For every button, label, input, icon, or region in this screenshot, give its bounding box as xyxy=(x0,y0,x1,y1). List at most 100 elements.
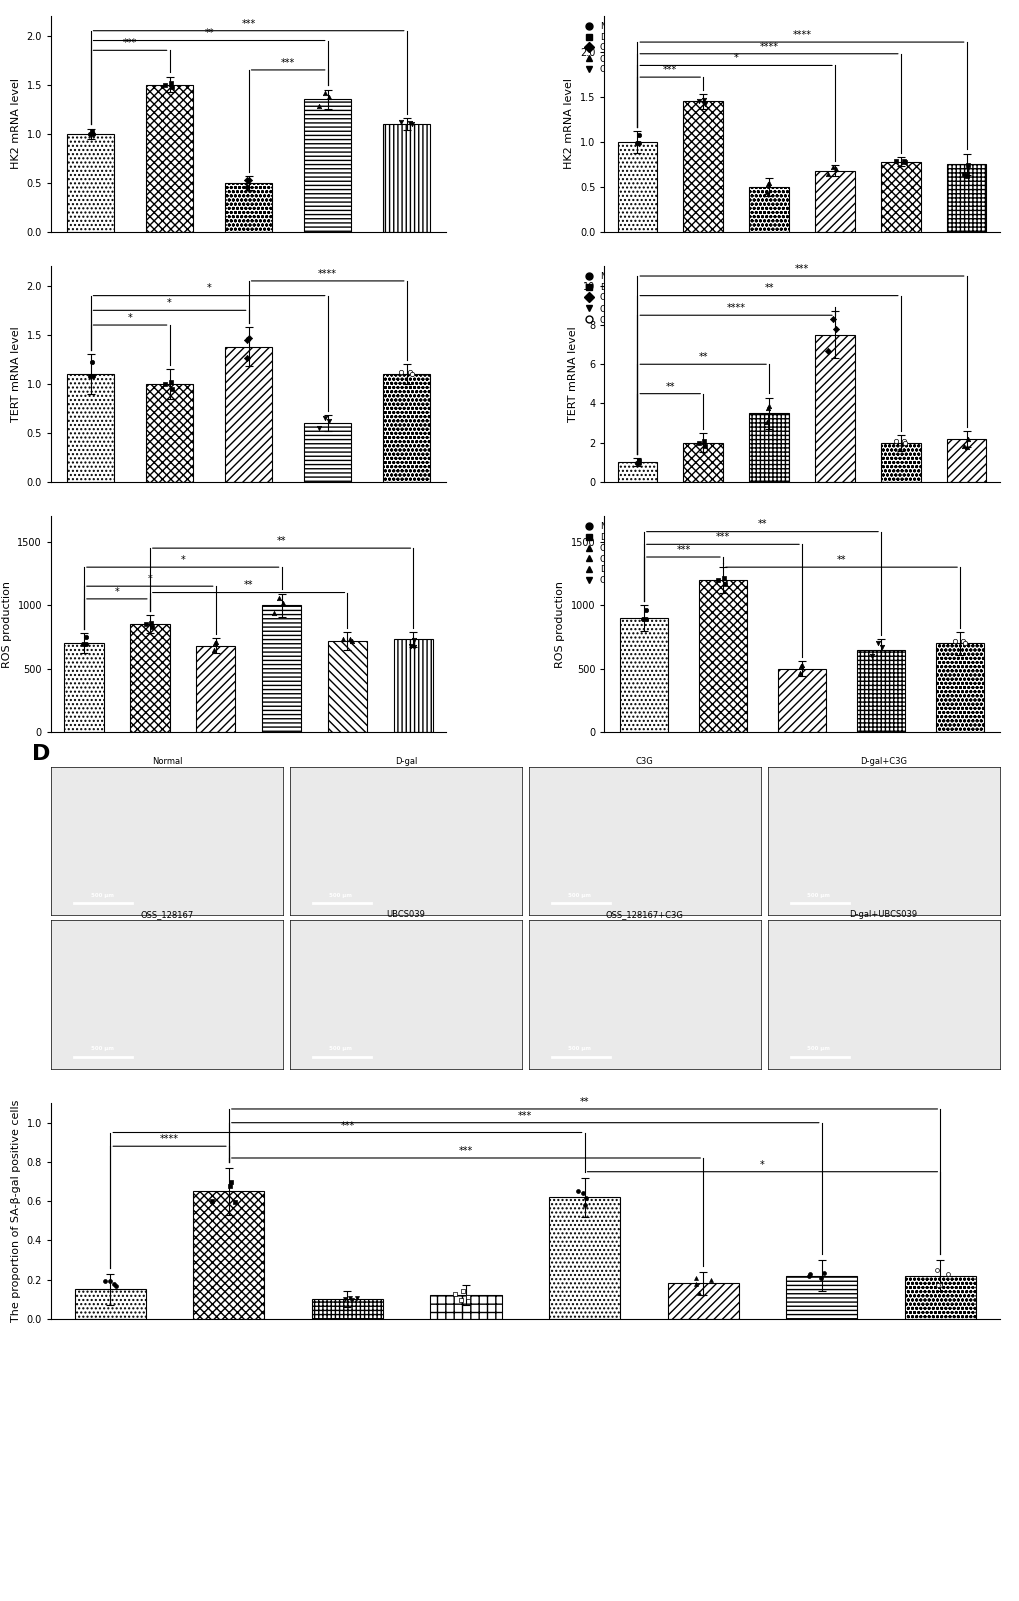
Point xyxy=(630,122,646,147)
Point xyxy=(956,631,972,656)
Point xyxy=(406,634,422,660)
Text: **: ** xyxy=(204,29,214,38)
Text: 500 μm: 500 μm xyxy=(329,1045,352,1050)
Point xyxy=(404,362,420,387)
Point xyxy=(635,607,651,632)
Point xyxy=(227,1188,244,1214)
Point xyxy=(82,122,98,147)
Point xyxy=(206,637,222,663)
Bar xyxy=(749,413,788,482)
Point xyxy=(958,163,974,189)
Text: **: ** xyxy=(836,556,846,565)
Point xyxy=(320,408,336,434)
Text: ***: *** xyxy=(123,38,137,48)
Point xyxy=(77,624,94,650)
Point xyxy=(690,88,706,114)
Title: UBCS039: UBCS039 xyxy=(386,909,425,919)
Point xyxy=(271,584,287,610)
Point xyxy=(896,431,912,456)
Point xyxy=(311,93,327,118)
Text: 500 μm: 500 μm xyxy=(806,1045,829,1050)
Bar xyxy=(383,375,430,482)
Point xyxy=(274,589,290,615)
Title: D-gal+UBCS039: D-gal+UBCS039 xyxy=(849,909,917,919)
Point xyxy=(696,432,712,458)
Text: ***: *** xyxy=(794,264,808,274)
Text: 500 μm: 500 μm xyxy=(568,1045,591,1050)
Point xyxy=(341,1286,358,1311)
Point xyxy=(577,1193,593,1218)
Point xyxy=(696,91,712,117)
Point xyxy=(695,88,711,114)
Point xyxy=(401,359,418,384)
Text: 500 μm: 500 μm xyxy=(91,1045,113,1050)
Point xyxy=(702,1268,718,1294)
Point xyxy=(401,110,418,136)
Point xyxy=(931,1271,948,1297)
Point xyxy=(334,626,351,652)
Bar xyxy=(620,618,667,732)
Bar xyxy=(814,171,854,232)
Bar xyxy=(683,443,722,482)
Point xyxy=(760,170,776,195)
Bar xyxy=(814,335,854,482)
Point xyxy=(709,567,726,592)
Bar xyxy=(130,624,169,732)
Point xyxy=(814,1260,830,1286)
Point xyxy=(896,149,912,175)
Text: ****: **** xyxy=(160,1134,179,1145)
Point xyxy=(888,147,904,173)
Point xyxy=(800,1263,816,1289)
Text: *: * xyxy=(207,283,211,293)
Point xyxy=(791,660,807,685)
Point xyxy=(823,306,840,331)
Point xyxy=(869,631,886,656)
Bar xyxy=(74,1289,146,1319)
Bar xyxy=(196,645,235,732)
Title: Normal: Normal xyxy=(152,757,182,765)
Text: D: D xyxy=(33,744,51,764)
Point xyxy=(759,171,775,197)
Point xyxy=(690,429,706,455)
Bar xyxy=(749,187,788,232)
Title: OSS_128167: OSS_128167 xyxy=(141,909,194,919)
Bar xyxy=(430,1295,501,1319)
Point xyxy=(638,607,654,632)
Text: ***: *** xyxy=(715,532,730,543)
Text: *: * xyxy=(759,1159,764,1170)
Text: **: ** xyxy=(757,519,766,530)
Point xyxy=(863,644,879,669)
Point xyxy=(637,597,653,623)
Point xyxy=(827,157,844,183)
Bar xyxy=(616,142,656,232)
Text: ****: **** xyxy=(792,30,811,40)
Title: D-gal: D-gal xyxy=(394,757,417,765)
Point xyxy=(320,85,336,110)
Y-axis label: ROS production: ROS production xyxy=(2,581,12,668)
Point xyxy=(631,450,647,475)
Bar xyxy=(857,650,904,732)
Point xyxy=(888,427,904,453)
Title: OSS_128167+C3G: OSS_128167+C3G xyxy=(605,909,683,919)
Point xyxy=(97,1268,113,1294)
Point xyxy=(452,1287,469,1313)
Text: 500 μm: 500 μm xyxy=(91,892,113,898)
Point xyxy=(156,72,172,98)
Point xyxy=(574,1180,590,1206)
Text: ***: *** xyxy=(518,1111,532,1121)
Point xyxy=(715,565,732,591)
Point xyxy=(927,1257,944,1282)
Text: 500 μm: 500 μm xyxy=(329,892,352,898)
Point xyxy=(955,628,971,653)
Text: *: * xyxy=(148,575,152,584)
Point xyxy=(812,1265,828,1290)
Point xyxy=(628,450,644,475)
Point xyxy=(162,368,178,394)
Y-axis label: TERT mRNA level: TERT mRNA level xyxy=(11,327,21,423)
Bar xyxy=(946,165,985,232)
Point xyxy=(760,394,776,419)
Title: C3G: C3G xyxy=(635,757,653,765)
Point xyxy=(392,359,409,384)
Point xyxy=(392,110,409,136)
Bar xyxy=(327,640,367,732)
